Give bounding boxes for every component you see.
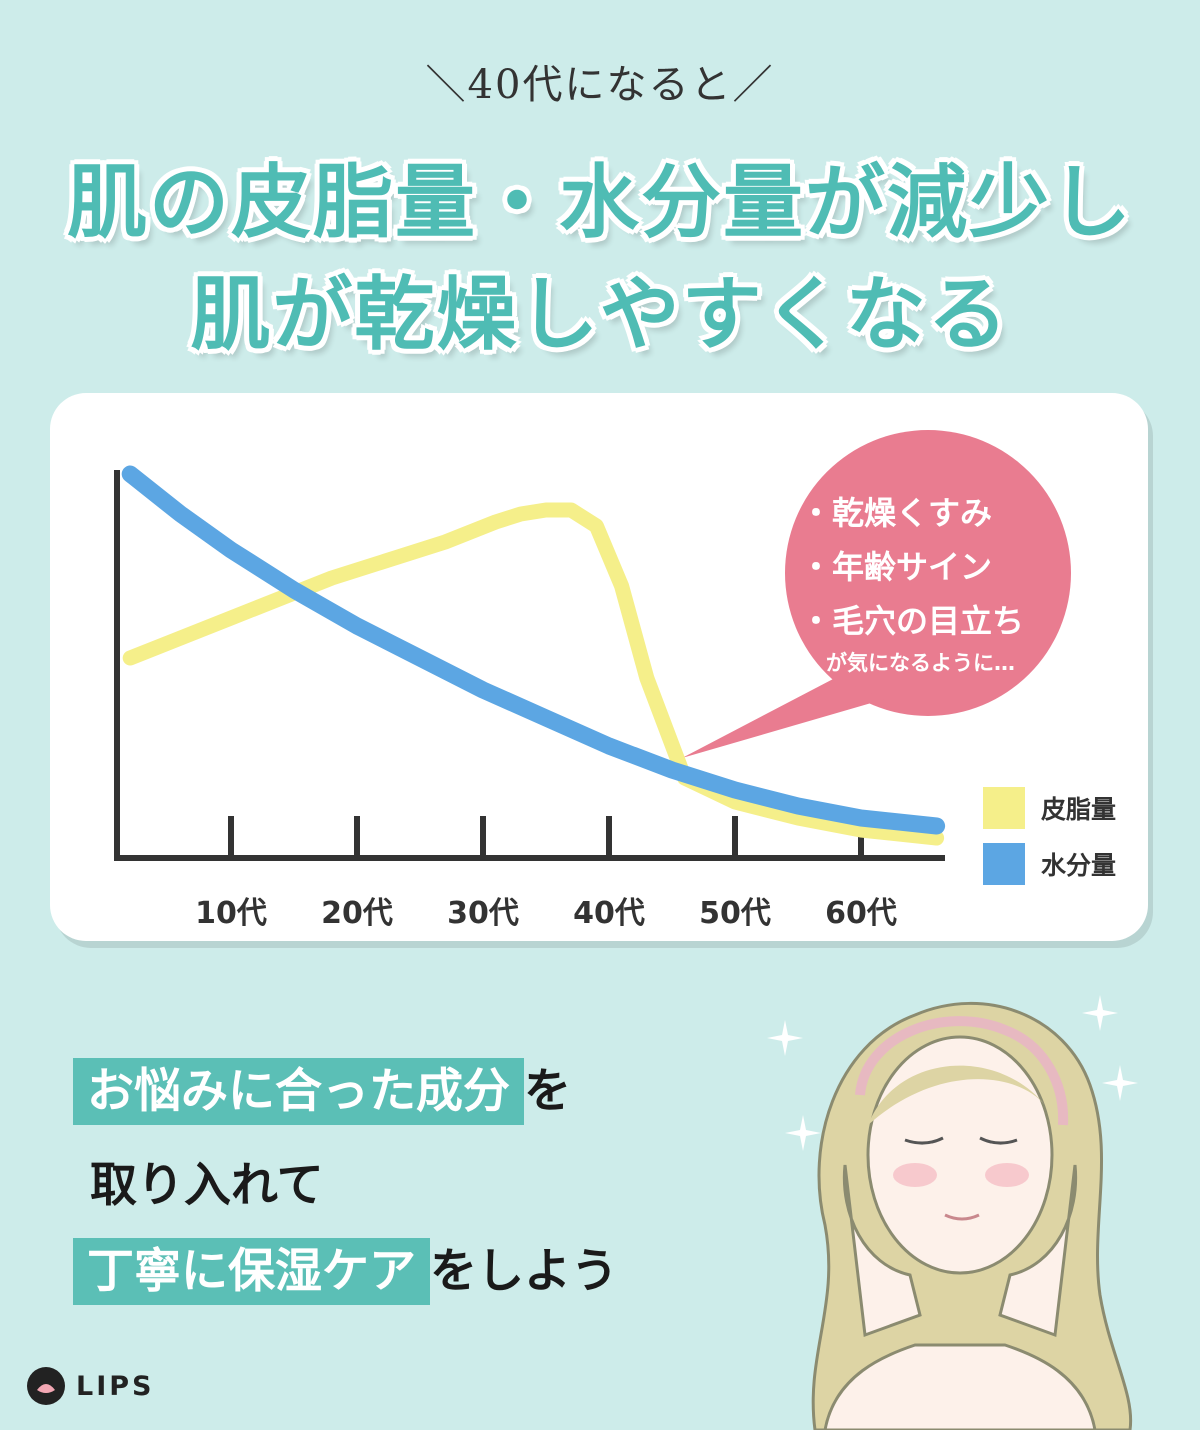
- message-text: をしよう: [430, 1244, 618, 1299]
- message-line2: 取り入れて: [90, 1158, 324, 1213]
- series-line-moisture: [121, 465, 946, 835]
- legend-item-moisture: 水分量: [983, 836, 1116, 892]
- chart-legend: 皮脂量 水分量: [983, 780, 1116, 892]
- message-line3: 丁寧に保湿ケア をしよう: [73, 1232, 618, 1305]
- x-tick-label: 50代: [699, 896, 771, 931]
- legend-label: 水分量: [1041, 851, 1117, 880]
- legend-swatch-moisture: [983, 843, 1025, 885]
- legend-swatch-sebum: [983, 787, 1025, 829]
- x-tick-label: 40代: [573, 896, 645, 931]
- annotation-text: ・乾燥くすみ ・年齢サイン ・毛穴の目立ち が気になるように…: [800, 486, 1060, 678]
- headline-line2: 肌が乾燥しやすくなる: [190, 267, 1010, 361]
- woman-illustration: [767, 995, 1138, 1430]
- x-tick-label: 60代: [825, 896, 897, 931]
- annotation-item: ・年齢サイン: [800, 548, 993, 586]
- annotation-bubble: [785, 430, 1071, 716]
- series-line-sebum: [122, 502, 945, 846]
- x-tick-label: 20代: [321, 896, 393, 931]
- message-highlight: お悩みに合った成分: [73, 1058, 524, 1125]
- annotation-item: ・乾燥くすみ: [800, 494, 993, 532]
- x-tick-label: 10代: [195, 896, 267, 931]
- chart-axes: [114, 470, 945, 861]
- lips-logo-icon: [27, 1367, 65, 1405]
- headline-line1: 肌の皮脂量・水分量が減少し: [67, 155, 1133, 249]
- legend-label: 皮脂量: [1041, 795, 1117, 824]
- lips-logo: LIPS: [26, 1366, 155, 1406]
- message-highlight: 丁寧に保湿ケア: [73, 1238, 430, 1305]
- lips-logo-text: LIPS: [76, 1370, 155, 1402]
- annotation-note: が気になるように…: [826, 651, 1015, 675]
- legend-item-sebum: 皮脂量: [983, 780, 1116, 836]
- message-line1: お悩みに合った成分を: [73, 1052, 571, 1125]
- annotation-item: ・毛穴の目立ち: [800, 602, 1025, 640]
- subtitle: ＼40代になると／: [425, 62, 775, 108]
- annotation-pointer: [682, 678, 885, 758]
- x-tick-label: 30代: [447, 896, 519, 931]
- message-text: を: [524, 1064, 571, 1119]
- line-chart: [114, 430, 1071, 861]
